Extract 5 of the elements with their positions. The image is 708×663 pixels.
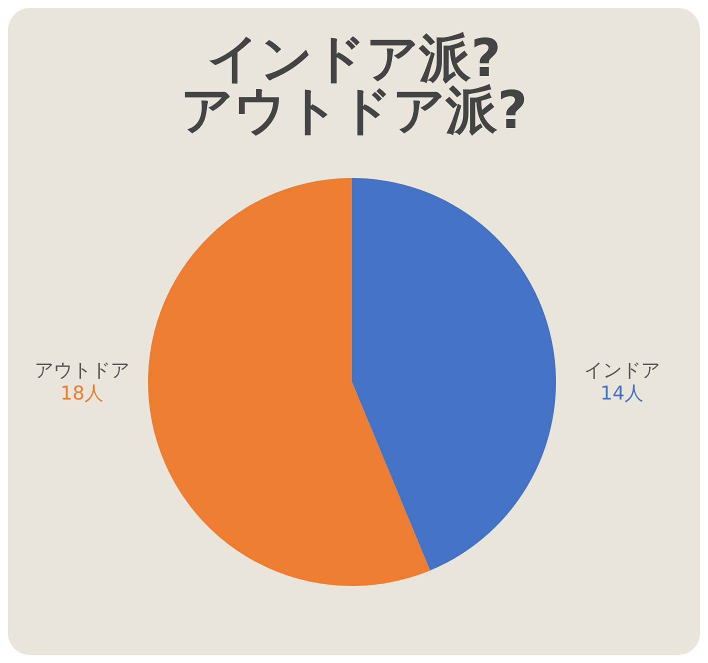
slice-label: アウトドア bbox=[34, 360, 130, 382]
slice-label: インドア bbox=[584, 360, 660, 382]
chart-title: インドア派? アウトドア派? bbox=[180, 29, 528, 141]
data-label: 18人 bbox=[60, 382, 104, 404]
data-label: 14人 bbox=[600, 382, 644, 404]
